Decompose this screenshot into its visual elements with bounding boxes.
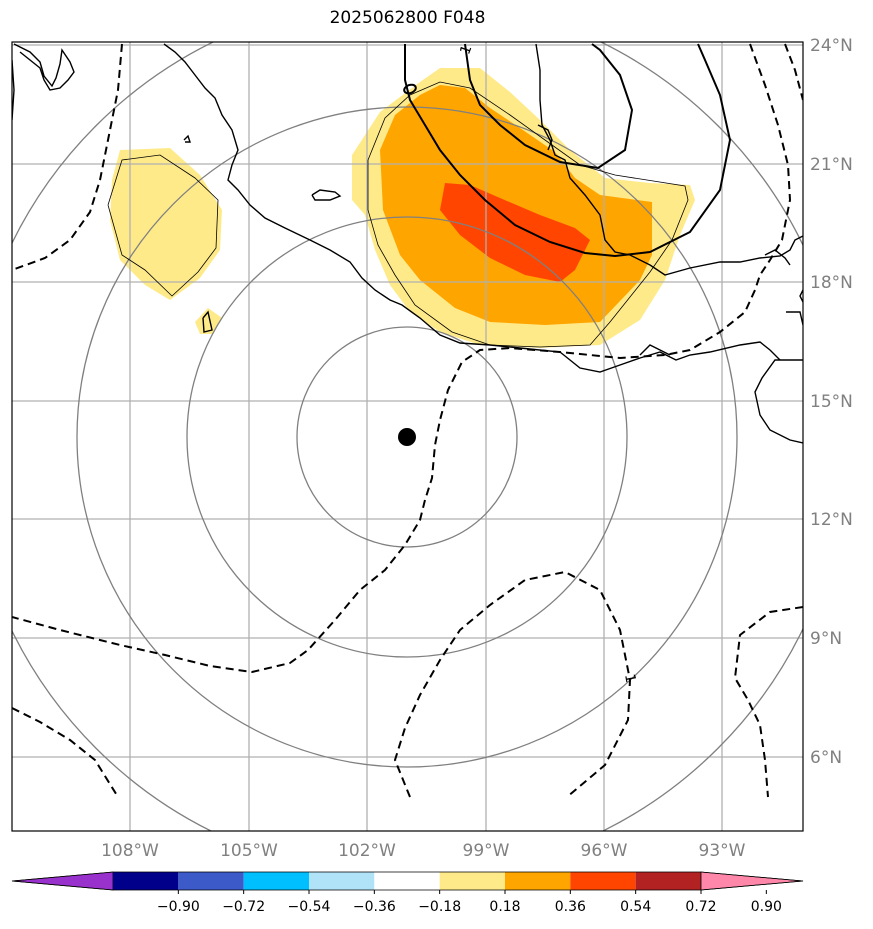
filled-anomaly-high: [440, 183, 590, 282]
colorbar-swatch: [505, 872, 571, 890]
colorbar-swatch: [635, 872, 701, 890]
lat-label: 24°N: [810, 36, 853, 56]
storm-center-marker: [398, 428, 416, 446]
lat-label: 12°N: [810, 510, 853, 530]
solid-contour: [403, 43, 732, 258]
lat-label: 15°N: [810, 392, 853, 412]
lon-label: 96°W: [581, 841, 628, 861]
colorbar-tick-label: 0.36: [555, 899, 586, 915]
map-frame: [11, 41, 804, 832]
colorbar-tick-label: 0.90: [751, 899, 782, 915]
colorbar-swatch: [309, 872, 375, 890]
lat-label: 9°N: [810, 629, 842, 649]
colorbar-swatch: [374, 872, 440, 890]
colorbar-tick-label: −0.36: [353, 899, 396, 915]
graticule: [12, 42, 803, 831]
lat-label: 21°N: [810, 155, 853, 175]
lon-label: 108°W: [101, 841, 159, 861]
colorbar-swatch: [178, 872, 244, 890]
colorbar-swatch: [439, 872, 505, 890]
lat-label: 18°N: [810, 273, 853, 293]
colorbar: −0.90 −0.72 −0.54 −0.36 −0.18 0.18 0.36 0.54 0.7…: [11, 871, 804, 915]
colorbar-extend-high: [700, 871, 804, 891]
lon-label: 105°W: [220, 841, 278, 861]
colorbar-tick-label: −0.18: [418, 899, 461, 915]
colorbar-outline: [11, 871, 804, 891]
colorbar-tick-label: 0.18: [489, 899, 520, 915]
lon-label: 102°W: [338, 841, 396, 861]
lon-label: 99°W: [463, 841, 510, 861]
range-rings: [12, 42, 803, 831]
map-title: 2025062800 F048: [329, 8, 486, 28]
colorbar-tick-label: 0.54: [620, 899, 651, 915]
colorbar-tick-label: 0.72: [685, 899, 716, 915]
colorbar-tick-label: −0.90: [157, 899, 200, 915]
longitude-labels: 108°W 105°W 102°W 99°W 96°W 93°W: [101, 841, 746, 861]
lat-label: 6°N: [810, 748, 842, 768]
colorbar-swatch: [113, 872, 179, 890]
dashed-contour: [12, 43, 803, 798]
colorbar-swatch: [243, 872, 309, 890]
colorbar-swatch: [570, 872, 636, 890]
colorbar-extend-low: [11, 871, 114, 891]
latitude-labels: 24°N 21°N 18°N 15°N 12°N 9°N 6°N: [810, 36, 853, 768]
colorbar-tick-label: −0.72: [222, 899, 265, 915]
lon-label: 93°W: [699, 841, 746, 861]
contour-label: 1: [621, 673, 638, 685]
colorbar-tick-label: −0.54: [288, 899, 331, 915]
map-area: 1 1: [12, 42, 803, 831]
coastline: [12, 43, 803, 444]
